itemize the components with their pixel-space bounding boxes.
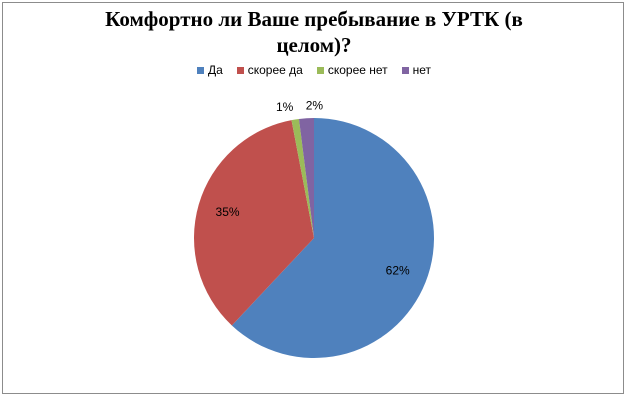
legend-label: скорее да xyxy=(247,63,303,77)
legend-label: скорее нет xyxy=(327,63,388,77)
data-label: 2% xyxy=(306,98,324,112)
pie-slice xyxy=(231,118,434,359)
pie-slice xyxy=(298,118,314,238)
legend-swatch xyxy=(236,66,244,74)
pie-slice xyxy=(194,120,314,326)
legend-label: Да xyxy=(207,63,223,77)
legend-item: Да xyxy=(196,63,223,77)
legend-swatch xyxy=(196,66,204,74)
legend-swatch xyxy=(401,66,409,74)
legend-swatch xyxy=(316,66,324,74)
chart-title: Комфортно ли Ваше пребывание в УРТК (в ц… xyxy=(105,7,523,57)
legend-item: скорее да xyxy=(236,63,303,77)
legend-label: нет xyxy=(412,63,432,77)
chart-frame xyxy=(2,2,624,394)
data-label: 1% xyxy=(276,100,294,114)
legend-item: нет xyxy=(401,63,432,77)
legend: Да скорее да скорее нет нет xyxy=(0,63,628,77)
data-label: 62% xyxy=(386,263,410,277)
data-label: 35% xyxy=(216,205,240,219)
pie-slice xyxy=(291,118,314,238)
legend-item: скорее нет xyxy=(316,63,388,77)
